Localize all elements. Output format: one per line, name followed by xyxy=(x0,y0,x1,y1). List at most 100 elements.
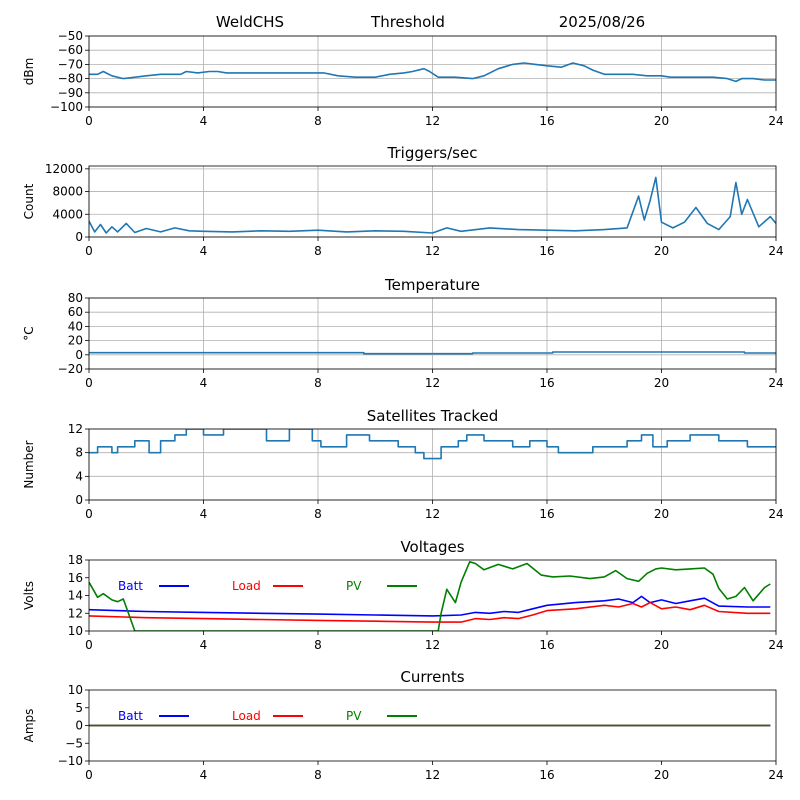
series-line xyxy=(89,429,776,460)
x-tick-label: 4 xyxy=(200,114,208,128)
x-tick-label: 8 xyxy=(314,507,322,521)
y-axis-label: Volts xyxy=(22,581,36,610)
y-tick-label: 18 xyxy=(68,553,83,567)
y-tick-label: 0 xyxy=(75,348,83,362)
station-name: WeldCHS xyxy=(216,13,284,31)
x-tick-label: 24 xyxy=(768,376,783,390)
x-tick-label: 0 xyxy=(85,244,93,258)
x-tick-label: 16 xyxy=(539,376,554,390)
x-tick-label: 4 xyxy=(200,638,208,652)
y-tick-label: 60 xyxy=(68,305,83,319)
x-tick-label: 12 xyxy=(425,376,440,390)
panel-2: 0 4 8 12 16 20 24 0 4000 8000 12000 Triggers/sec Cou… xyxy=(22,144,784,258)
x-tick-label: 20 xyxy=(654,768,669,782)
y-tick-label: 40 xyxy=(68,319,83,333)
y-tick-label: 5 xyxy=(75,701,83,715)
y-axis-label: Count xyxy=(22,183,36,219)
y-tick-label: 4000 xyxy=(52,207,83,221)
series-line-pv xyxy=(89,560,771,631)
x-tick-label: 16 xyxy=(539,507,554,521)
y-tick-label: 12000 xyxy=(45,162,83,176)
legend-label-pv: PV xyxy=(346,579,362,593)
x-tick-label: 0 xyxy=(85,768,93,782)
x-tick-label: 0 xyxy=(85,638,93,652)
y-axis-label: dBm xyxy=(22,58,36,86)
panel-title: Voltages xyxy=(400,538,464,556)
series-group xyxy=(89,429,776,460)
y-axis-label: °C xyxy=(22,326,36,340)
series-line xyxy=(89,62,776,83)
series-group xyxy=(89,62,776,83)
x-tick-label: 0 xyxy=(85,507,93,521)
panel-1: 0 4 8 12 16 20 24 −100−90−80−70−60−50 dBm xyxy=(22,29,784,128)
y-tick-label: −10 xyxy=(58,754,83,768)
x-tick-label: 20 xyxy=(654,638,669,652)
y-tick-label: 14 xyxy=(68,589,83,603)
x-tick-label: 8 xyxy=(314,244,322,258)
x-tick-label: 0 xyxy=(85,114,93,128)
y-tick-label: −90 xyxy=(58,86,83,100)
y-tick-label: 0 xyxy=(75,719,83,733)
series-group xyxy=(89,176,776,234)
legend-label-batt: Batt xyxy=(118,579,143,593)
x-tick-label: 24 xyxy=(768,638,783,652)
series-group xyxy=(89,351,776,355)
x-tick-label: 12 xyxy=(425,507,440,521)
y-tick-label: −5 xyxy=(65,736,83,750)
x-tick-label: 4 xyxy=(200,768,208,782)
series-line xyxy=(89,351,776,355)
x-tick-label: 24 xyxy=(768,244,783,258)
x-tick-label: 20 xyxy=(654,244,669,258)
y-tick-label: 20 xyxy=(68,334,83,348)
y-axis-label: Amps xyxy=(22,709,36,743)
x-tick-label: 24 xyxy=(768,768,783,782)
y-tick-label: 0 xyxy=(75,230,83,244)
y-tick-label: −100 xyxy=(50,100,83,114)
x-tick-label: 4 xyxy=(200,376,208,390)
legend-label-pv: PV xyxy=(346,709,362,723)
legend-label-load: Load xyxy=(232,579,261,593)
x-tick-label: 12 xyxy=(425,244,440,258)
panel-title: Currents xyxy=(400,668,464,686)
x-tick-label: 8 xyxy=(314,114,322,128)
date-label: 2025/08/26 xyxy=(559,13,645,31)
series-group xyxy=(89,560,771,631)
x-tick-label: 8 xyxy=(314,638,322,652)
x-tick-label: 4 xyxy=(200,244,208,258)
x-tick-label: 8 xyxy=(314,768,322,782)
y-tick-label: 8000 xyxy=(52,185,83,199)
series-line-batt xyxy=(89,595,771,617)
y-axis-label: Number xyxy=(22,440,36,488)
x-tick-label: 12 xyxy=(425,768,440,782)
y-tick-label: −60 xyxy=(58,43,83,57)
figure-header: WeldCHS Threshold 2025/08/26 xyxy=(216,13,645,31)
panel-title: Temperature xyxy=(384,276,480,294)
y-tick-label: 80 xyxy=(68,291,83,305)
x-tick-label: 12 xyxy=(425,638,440,652)
y-tick-label: −20 xyxy=(58,362,83,376)
panel-5: 0 4 8 12 16 20 24 10 12 14 16 18 Voltages Volts Batt Lo… xyxy=(22,538,784,652)
series-line-load xyxy=(89,601,771,623)
x-tick-label: 0 xyxy=(85,376,93,390)
panel-6: 0 4 8 12 16 20 24 −10 −5 0 5 10 Currents Amps Batt Load… xyxy=(22,668,784,782)
panel-title: Satellites Tracked xyxy=(367,407,498,425)
legend-label-batt: Batt xyxy=(118,709,143,723)
x-tick-label: 24 xyxy=(768,507,783,521)
y-tick-label: 12 xyxy=(68,606,83,620)
panel-4: 0 4 8 12 16 20 24 0 4 8 12 Satellites Tracked Number xyxy=(22,407,784,521)
x-tick-label: 4 xyxy=(200,507,208,521)
y-tick-label: 8 xyxy=(75,446,83,460)
x-tick-label: 16 xyxy=(539,114,554,128)
x-tick-label: 20 xyxy=(654,114,669,128)
y-tick-label: 0 xyxy=(75,493,83,507)
x-tick-label: 16 xyxy=(539,244,554,258)
x-tick-label: 16 xyxy=(539,768,554,782)
y-tick-label: 16 xyxy=(68,571,83,585)
y-tick-label: −70 xyxy=(58,57,83,71)
x-tick-label: 8 xyxy=(314,376,322,390)
x-tick-label: 24 xyxy=(768,114,783,128)
x-tick-label: 20 xyxy=(654,376,669,390)
y-tick-label: 12 xyxy=(68,422,83,436)
